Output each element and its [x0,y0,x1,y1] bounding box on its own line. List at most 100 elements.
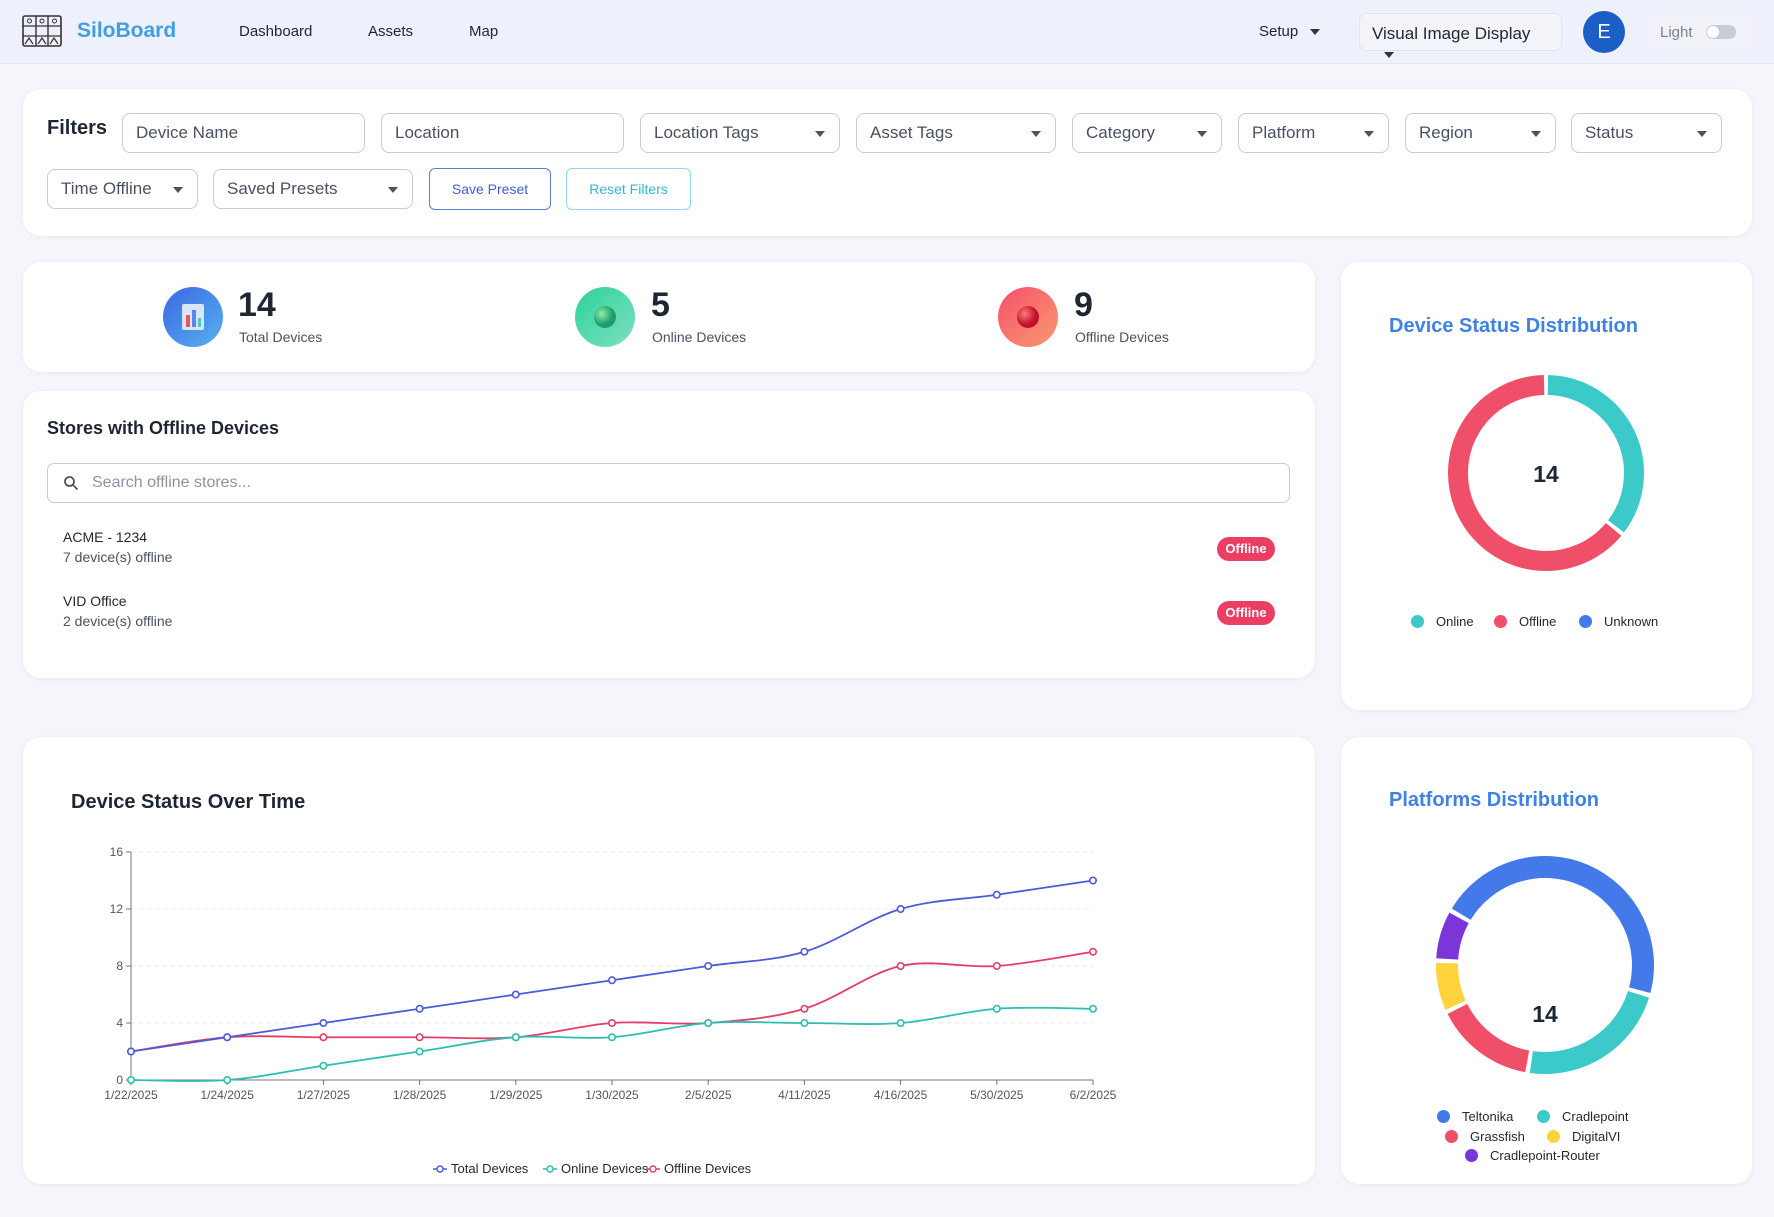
donut-slice-cradlepoint[interactable] [1529,990,1650,1074]
offline-devices-point[interactable] [415,1033,424,1042]
status-label: Status [1585,123,1634,142]
platform-select[interactable]: Platform [1238,113,1389,153]
device-name-input[interactable]: Device Name [122,113,365,153]
location-input[interactable]: Location [381,113,624,153]
category-select[interactable]: Category [1072,113,1222,153]
status-donut-center: 14 [1533,461,1559,487]
offline-devices-point[interactable] [607,1018,616,1027]
offline-devices-label: Offline Devices [1075,329,1169,345]
legend-label: Total Devices [451,1161,529,1176]
online-devices-line[interactable] [130,1006,1094,1082]
online-devices-point[interactable] [800,1018,809,1027]
legend-label: Online Devices [561,1161,649,1176]
user-avatar[interactable]: E [1583,11,1625,53]
legend-total-devices[interactable]: Total Devices [433,1161,529,1176]
donut-slice-online[interactable] [1547,375,1644,533]
device-name-placeholder: Device Name [136,123,239,142]
save-preset-button[interactable]: Save Preset [429,168,551,210]
legend-label: Offline [1519,614,1557,629]
y-tick-label: 12 [110,902,124,916]
brand-name[interactable]: SiloBoard [77,19,177,42]
region-label: Region [1419,123,1473,142]
donut-slice-cradlepoint-router[interactable] [1436,912,1469,960]
total-devices-point[interactable] [896,905,905,914]
asset-tags-select[interactable]: Asset Tags [856,113,1056,153]
legend-offline-devices[interactable]: Offline Devices [646,1161,752,1176]
donut-slice-digitalvi[interactable] [1436,962,1466,1010]
total-devices-point[interactable] [1089,876,1098,885]
legend-marker-icon [546,1165,554,1173]
legend-digitalvi[interactable]: DigitalVI [1547,1129,1620,1144]
platforms-donut-center: 14 [1532,1001,1558,1027]
store-offline-count: 7 device(s) offline [63,549,173,565]
total-devices-point[interactable] [223,1033,232,1042]
legend-label: Cradlepoint-Router [1490,1148,1600,1163]
online-devices-point[interactable] [1089,1004,1098,1013]
nav-link-dashboard[interactable]: Dashboard [239,23,313,40]
legend-label: DigitalVI [1572,1129,1621,1144]
legend-teltonika[interactable]: Teltonika [1437,1109,1513,1124]
store-name[interactable]: VID Office [63,593,127,609]
donut-slice-grassfish[interactable] [1447,1003,1530,1073]
setup-dropdown[interactable]: Setup [1259,23,1321,40]
x-tick-label: 1/24/2025 [201,1088,255,1102]
legend-cradlepoint[interactable]: Cradlepoint [1537,1109,1629,1124]
saved-presets-select[interactable]: Saved Presets [213,169,413,209]
total-devices-point[interactable] [511,990,520,999]
total-devices-point[interactable] [800,947,809,956]
legend-label: Grassfish [1470,1129,1525,1144]
total-devices-point[interactable] [607,976,616,985]
legend-unknown[interactable]: Unknown [1579,614,1658,629]
status-donut-chart [1448,375,1644,571]
region-select[interactable]: Region [1405,113,1556,153]
time-offline-select[interactable]: Time Offline [47,169,198,209]
total-devices-point[interactable] [127,1047,136,1056]
x-tick-label: 6/2/2025 [1070,1088,1117,1102]
online-devices-point[interactable] [127,1075,136,1084]
total-devices-point[interactable] [319,1018,328,1027]
location-tags-select[interactable]: Location Tags [640,113,840,153]
chevron-down-icon [388,187,398,193]
platforms-donut-chart [1436,856,1654,1074]
online-devices-point[interactable] [896,1018,905,1027]
legend-cradlepoint-router[interactable]: Cradlepoint-Router [1465,1148,1600,1163]
reset-filters-button[interactable]: Reset Filters [566,168,691,210]
offline-devices-point[interactable] [992,962,1001,971]
total-devices-point[interactable] [415,1004,424,1013]
online-devices-point[interactable] [992,1004,1001,1013]
offline-devices-point[interactable] [800,1004,809,1013]
status-distribution-title: Device Status Distribution [1389,315,1638,337]
offline-devices-point[interactable] [896,962,905,971]
online-devices-point[interactable] [223,1075,232,1084]
offline-devices-point[interactable] [1089,947,1098,956]
online-devices-point[interactable] [415,1047,424,1056]
theme-toggle-wrap[interactable]: Light [1648,12,1758,52]
offline-store-search-input[interactable]: Search offline stores... [47,463,1290,503]
online-devices-point[interactable] [607,1033,616,1042]
display-select[interactable]: Visual Image Display [1359,13,1562,58]
legend-online[interactable]: Online [1411,614,1474,629]
donut-slice-offline[interactable] [1448,375,1622,571]
store-name[interactable]: ACME - 1234 [63,529,148,545]
offline-stores-title: Stores with Offline Devices [47,418,280,438]
donut-slice-teltonika[interactable] [1451,856,1654,994]
offline-devices-point[interactable] [319,1033,328,1042]
status-select[interactable]: Status [1571,113,1722,153]
total-devices-point[interactable] [992,890,1001,899]
online-devices-point[interactable] [704,1018,713,1027]
legend-online-devices[interactable]: Online Devices [543,1161,649,1176]
x-tick-label: 1/28/2025 [393,1088,447,1102]
store-offline-count: 2 device(s) offline [63,613,173,629]
online-devices-point[interactable] [319,1061,328,1070]
nav-link-assets[interactable]: Assets [368,23,414,40]
silo-logo-icon[interactable] [22,14,62,48]
total-devices-point[interactable] [704,962,713,971]
nav-link-map[interactable]: Map [469,23,499,40]
online-devices-point[interactable] [511,1033,520,1042]
legend-offline[interactable]: Offline [1494,614,1556,629]
legend-grassfish[interactable]: Grassfish [1445,1129,1525,1144]
x-tick-label: 1/29/2025 [489,1088,543,1102]
y-tick-label: 4 [116,1016,123,1030]
theme-toggle[interactable] [1706,25,1736,39]
chevron-down-icon [1310,29,1321,36]
